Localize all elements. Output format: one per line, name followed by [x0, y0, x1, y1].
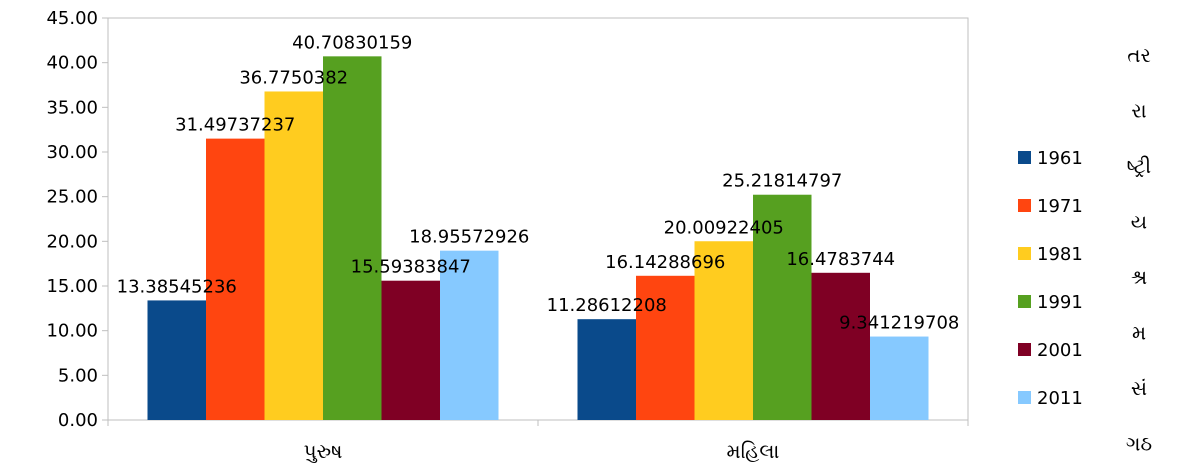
- y-tick-label: 15.00: [46, 276, 98, 297]
- bars: [147, 56, 929, 421]
- bar-1981: [264, 91, 323, 421]
- y-tick-label: 30.00: [46, 142, 98, 163]
- legend-label: 2001: [1037, 340, 1083, 361]
- side-text-fragment: શ્ર: [1131, 265, 1147, 289]
- legend-label: 1981: [1037, 244, 1083, 265]
- data-label: 16.14288696: [605, 252, 725, 273]
- data-labels: 13.38545236 31.49737237 36.7750382 40.70830…: [117, 32, 960, 333]
- data-label: 13.38545236: [117, 276, 237, 297]
- side-text-fragment: મ: [1132, 321, 1146, 345]
- data-label: 31.49737237: [175, 115, 295, 136]
- side-text-fragment: ય: [1131, 210, 1147, 234]
- data-label: 18.95572926: [409, 227, 529, 248]
- legend-swatch-1961: [1018, 151, 1031, 164]
- y-tick-label: 35.00: [46, 97, 98, 118]
- legend-swatch-2001: [1018, 343, 1031, 356]
- side-text-fragment: ગઠ: [1126, 432, 1152, 456]
- legend-swatch-1991: [1018, 295, 1031, 308]
- y-tick-label: 45.00: [46, 8, 98, 29]
- y-axis: 0.00 5.00 10.00 15.00 20.00 25.00 30.00 35.00 40…: [46, 8, 108, 431]
- y-tick-label: 10.00: [46, 321, 98, 342]
- side-text-fragment: ષ્ટ્રી: [1127, 154, 1151, 179]
- data-label: 25.21814797: [722, 171, 842, 192]
- legend-swatch-2011: [1018, 391, 1031, 404]
- bar-1971: [636, 275, 695, 420]
- category-label: પુરુષ: [304, 439, 343, 463]
- data-label: 20.00922405: [664, 217, 784, 238]
- legend-label: 1961: [1037, 148, 1083, 169]
- legend: 1961 1971 1981 1991 2001 2011: [1018, 148, 1083, 409]
- side-text-fragment: તર: [1127, 43, 1151, 67]
- data-label: 40.70830159: [292, 32, 412, 53]
- legend-label: 2011: [1037, 388, 1083, 409]
- legend-label: 1971: [1037, 196, 1083, 217]
- bar-1981: [694, 241, 753, 420]
- bar-1991: [753, 194, 812, 420]
- y-tick-label: 5.00: [58, 365, 98, 386]
- bar-1961: [147, 300, 206, 420]
- y-tick-label: 0.00: [58, 410, 98, 431]
- data-label: 9.341219708: [839, 313, 959, 334]
- legend-label: 1991: [1037, 292, 1083, 313]
- legend-swatch-1971: [1018, 199, 1031, 212]
- side-text-fragment: રા: [1131, 99, 1146, 123]
- y-tick-label: 40.00: [46, 53, 98, 74]
- data-label: 11.28612208: [547, 295, 667, 316]
- data-label: 16.4783744: [786, 249, 895, 270]
- category-label: મહિલા: [727, 439, 780, 463]
- bar-1971: [206, 138, 265, 420]
- side-text-fragment: સં: [1131, 376, 1147, 400]
- y-tick-label: 20.00: [46, 231, 98, 252]
- bar-2001: [811, 272, 870, 420]
- legend-swatch-1981: [1018, 247, 1031, 260]
- bar-2001: [381, 280, 440, 420]
- bar-1961: [577, 319, 636, 420]
- bar-2011: [440, 250, 499, 420]
- data-label: 36.7750382: [239, 67, 348, 88]
- bar-1991: [323, 56, 382, 420]
- side-text: તર રા ષ્ટ્રી ય શ્ર મ સં ગઠ: [1126, 43, 1152, 456]
- y-tick-label: 25.00: [46, 187, 98, 208]
- bar-2011: [870, 336, 929, 420]
- data-label: 15.59383847: [351, 257, 471, 278]
- x-axis: પુરુષ મહિલા: [107, 420, 969, 463]
